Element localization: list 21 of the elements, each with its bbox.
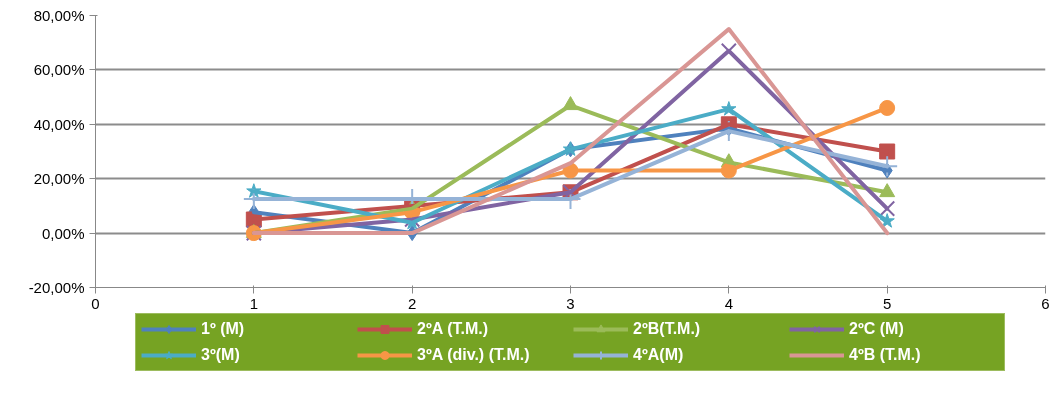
x-tick-label: 0	[91, 294, 100, 312]
legend-label: 2ºA (T.M.)	[417, 319, 490, 339]
legend-label: 3º(M)	[201, 345, 241, 365]
legend-label: 4ºB (T.M.)	[849, 345, 922, 365]
legend-label: 4ºA(M)	[633, 345, 685, 365]
x-tick-label: 3	[566, 294, 575, 312]
x-tick-label: 5	[883, 294, 892, 312]
legend-label: 3ºA (div.) (T.M.)	[417, 345, 531, 365]
x-tick-label: 4	[724, 294, 734, 312]
y-tick-label: 20,00%	[33, 170, 85, 188]
y-tick-label: 40,00%	[33, 115, 85, 133]
x-tick-label: 2	[408, 294, 417, 312]
legend-label: 1º (M)	[201, 319, 246, 339]
legend-label: 2ºB(T.M.)	[633, 319, 702, 339]
y-tick-label: -20,00%	[28, 279, 85, 296]
legend-label: 2ºC (M)	[849, 319, 905, 339]
y-tick-label: 80,00%	[33, 7, 85, 24]
y-tick-label: 0,00%	[41, 224, 85, 242]
y-tick-label: 60,00%	[33, 61, 85, 79]
x-tick-label: 1	[249, 294, 259, 312]
x-tick-label: 6	[1041, 294, 1050, 312]
